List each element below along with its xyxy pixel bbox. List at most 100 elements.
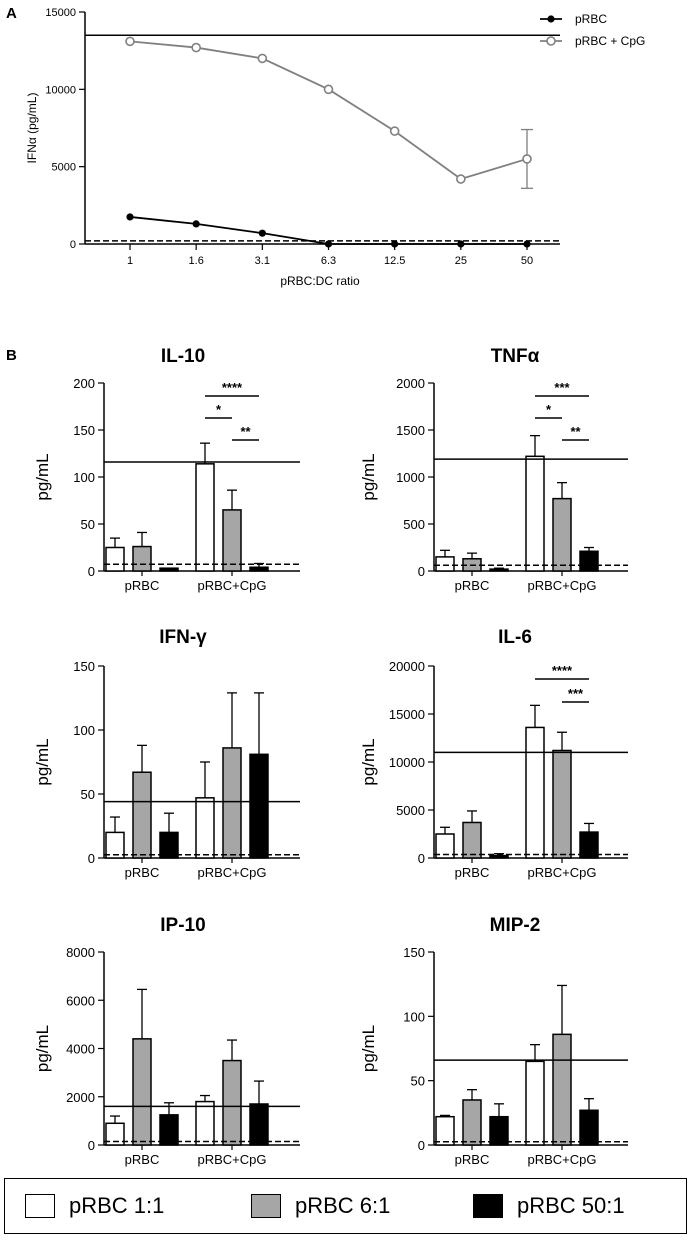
legend: pRBC 1:1 pRBC 6:1 pRBC 50:1 xyxy=(4,1178,687,1234)
bar xyxy=(489,854,509,859)
series-line-2 xyxy=(129,40,528,181)
y-tick-label: 0 xyxy=(418,1138,425,1153)
bar xyxy=(435,556,455,572)
data-point xyxy=(126,213,134,221)
y-tick-label: 10000 xyxy=(45,84,76,96)
y-tick-label: 0 xyxy=(418,564,425,579)
y-tick-label: 0 xyxy=(418,851,425,866)
bar-chart-ifn-: IFN-γ pg/mL 0 50 100 150 pRBC pRBC+CpG xyxy=(33,627,300,880)
y-tick-label: 0 xyxy=(88,564,95,579)
bar-chart-ip-10: IP-10 pg/mL 0 2000 4000 6000 8000 pRBC pRBC+CpG xyxy=(33,915,300,1167)
data-point xyxy=(258,229,266,237)
y-tick-label: 150 xyxy=(73,659,95,674)
data-point xyxy=(323,84,334,95)
legend-text-2: pRBC + CpG xyxy=(575,34,645,48)
y-tick-label: 15000 xyxy=(389,707,425,722)
bar xyxy=(132,771,152,859)
y-tick-label: 2000 xyxy=(396,376,425,391)
legend-marker-1 xyxy=(547,15,555,23)
x-tick-label: pRBC xyxy=(125,578,160,593)
bar xyxy=(105,546,125,572)
y-tick-label: 0 xyxy=(88,851,95,866)
data-point xyxy=(257,53,268,64)
bar xyxy=(525,726,545,859)
legend-item-3: pRBC 50:1 xyxy=(473,1193,625,1219)
significance-label: * xyxy=(216,402,222,417)
x-tick-label: pRBC xyxy=(455,865,490,880)
significance-label: **** xyxy=(552,663,573,678)
legend-label-2: pRBC 6:1 xyxy=(295,1193,391,1218)
bar xyxy=(525,1060,545,1146)
y-tick-label: 10000 xyxy=(389,755,425,770)
x-tick-label: pRBC xyxy=(125,1152,160,1167)
series-line-1 xyxy=(129,216,527,245)
y-tick-label: 2000 xyxy=(66,1090,95,1105)
x-axis-title: pRBC:DC ratio xyxy=(280,274,360,288)
significance-label: **** xyxy=(222,380,243,395)
x-tick-label: pRBC+CpG xyxy=(198,578,267,593)
y-tick-label: 15000 xyxy=(45,7,76,19)
data-point xyxy=(456,174,466,184)
legend-label-3: pRBC 50:1 xyxy=(517,1193,625,1218)
bar xyxy=(552,1033,572,1146)
significance-label: ** xyxy=(570,424,581,439)
bar xyxy=(525,455,545,572)
y-axis-title: pg/mL xyxy=(359,453,378,500)
x-tick-label: 50 xyxy=(521,255,533,267)
bar xyxy=(105,1122,125,1146)
bar-chart-il-6: IL-6 pg/mL 0 5000 10000 15000 20000 pRBC pRBC+Cp… xyxy=(359,627,628,880)
chart-title: IL-6 xyxy=(498,627,532,648)
data-point xyxy=(125,36,135,47)
x-tick-label: pRBC+CpG xyxy=(198,865,267,880)
bar xyxy=(222,509,242,572)
bar xyxy=(195,1100,215,1146)
chart-title: IL-10 xyxy=(161,346,205,367)
bar xyxy=(249,1103,269,1146)
bar xyxy=(489,568,509,572)
y-tick-label: 0 xyxy=(70,239,76,251)
x-tick-label: pRBC+CpG xyxy=(528,1152,597,1167)
bar xyxy=(222,1059,242,1146)
bar xyxy=(552,749,572,859)
bar xyxy=(195,463,215,572)
bar xyxy=(435,833,455,859)
x-tick-label: pRBC+CpG xyxy=(528,865,597,880)
significance-label: ** xyxy=(240,424,251,439)
data-point xyxy=(523,240,531,248)
bar xyxy=(579,831,599,859)
bar xyxy=(159,831,179,859)
y-tick-label: 4000 xyxy=(66,1042,95,1057)
y-tick-label: 50 xyxy=(81,787,95,802)
x-tick-label: pRBC+CpG xyxy=(528,578,597,593)
significance-label: * xyxy=(546,402,552,417)
x-tick-label: 25 xyxy=(455,255,467,267)
data-point xyxy=(389,126,400,136)
significance-label: *** xyxy=(568,686,584,701)
legend-swatch-3 xyxy=(473,1194,503,1218)
bar xyxy=(552,497,572,572)
y-tick-label: 50 xyxy=(81,517,95,532)
bar xyxy=(579,1109,599,1146)
chart-title: TNFα xyxy=(491,346,540,367)
y-tick-label: 5000 xyxy=(396,803,425,818)
data-point xyxy=(192,220,200,228)
legend-swatch-1 xyxy=(25,1194,55,1218)
y-tick-label: 6000 xyxy=(66,993,95,1008)
bar xyxy=(579,550,599,572)
data-point xyxy=(191,42,201,53)
legend-item-1: pRBC 1:1 xyxy=(25,1193,164,1219)
y-axis-title: pg/mL xyxy=(33,453,52,500)
y-tick-label: 1500 xyxy=(396,423,425,438)
x-tick-label: pRBC xyxy=(125,865,160,880)
panel-a-label: A xyxy=(6,5,17,22)
y-axis-title: IFNα (pg/mL) xyxy=(25,93,39,164)
bar xyxy=(489,1115,509,1146)
x-tick-label: pRBC+CpG xyxy=(198,1152,267,1167)
y-axis-title: pg/mL xyxy=(359,738,378,785)
x-tick-label: 1 xyxy=(127,255,133,267)
y-axis-title: pg/mL xyxy=(359,1025,378,1072)
x-tick-label: 12.5 xyxy=(384,255,405,267)
